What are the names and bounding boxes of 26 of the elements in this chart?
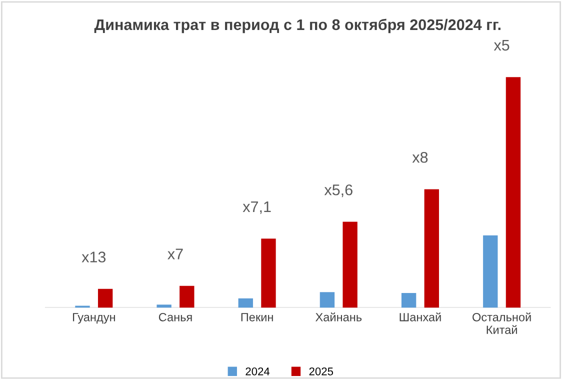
bar (424, 189, 439, 308)
bar (98, 288, 113, 308)
legend-label: 2025 (309, 367, 334, 376)
chart-title: Динамика трат в период с 1 по 8 октября 2025/2024 гг. (94, 18, 500, 34)
bar (483, 235, 498, 308)
bar (261, 238, 276, 308)
x-tick-label: Хайнань (316, 312, 362, 322)
x-tick-label: Пекин (241, 313, 273, 322)
annotation: x7 (168, 248, 183, 260)
bar (238, 298, 253, 308)
annotation: x5 (494, 40, 510, 51)
annotation: x7,1 (242, 201, 271, 214)
annotation: x5,6 (324, 184, 352, 198)
bar (506, 77, 521, 308)
legend-label: 2024 (246, 367, 270, 376)
annotation: x8 (412, 152, 428, 163)
bar (401, 293, 416, 308)
x-tick-label: Остальной Китай (472, 312, 531, 334)
bar (156, 304, 172, 308)
x-tick-label: Санья (158, 312, 192, 322)
bar (180, 286, 194, 308)
x-tick-label: Гуандун (72, 313, 115, 324)
bar (342, 222, 358, 308)
annotation: x13 (82, 252, 106, 262)
x-tick-label: Шанхай (400, 312, 441, 322)
bar (320, 292, 335, 308)
